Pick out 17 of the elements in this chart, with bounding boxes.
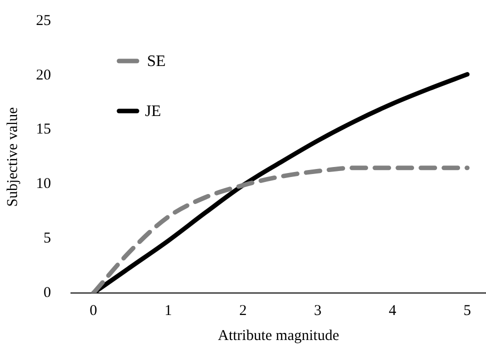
y-tick-label: 15 — [36, 122, 51, 138]
y-tick-label: 0 — [44, 284, 51, 301]
x-tick-label: 2 — [239, 302, 247, 319]
x-tick-label: 5 — [464, 302, 472, 319]
legend-label: SE — [147, 53, 166, 70]
y-axis-title: Subjective value — [4, 106, 21, 207]
x-tick-label: 3 — [314, 302, 322, 319]
y-tick-label: 10 — [36, 176, 51, 192]
x-tick-label: 1 — [164, 302, 172, 319]
x-axis-title: Attribute magnitude — [218, 328, 340, 344]
line-series — [91, 166, 470, 293]
x-tick-label: 4 — [388, 302, 397, 319]
y-tick-label: 20 — [36, 67, 51, 84]
x-tick-label: 0 — [90, 302, 98, 319]
y-tick-label: 25 — [36, 12, 51, 29]
y-tick-label: 5 — [44, 230, 51, 247]
legend-label: JE — [145, 103, 161, 120]
